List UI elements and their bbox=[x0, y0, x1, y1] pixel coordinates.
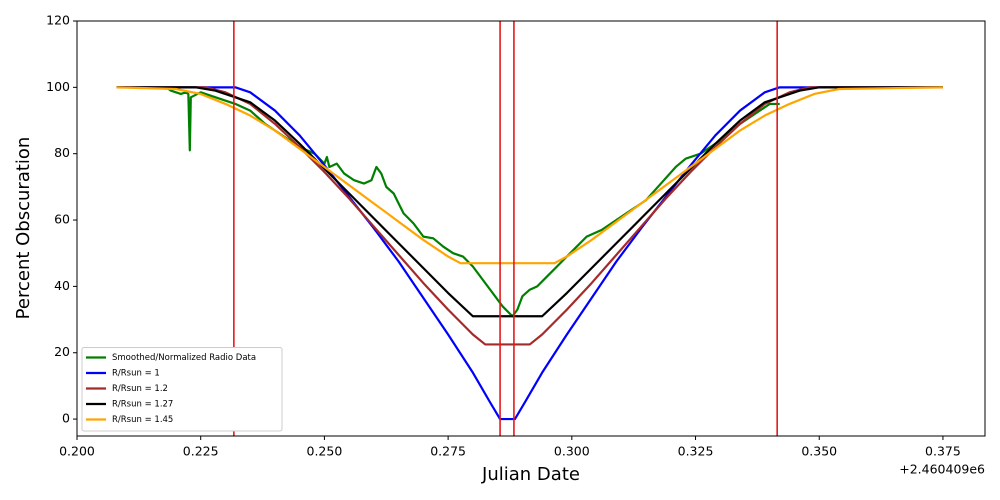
x-tick-label: 0.275 bbox=[430, 444, 466, 459]
legend-label: R/Rsun = 1.2 bbox=[112, 384, 168, 394]
plot-frame bbox=[76, 20, 986, 437]
x-tick-label: 0.375 bbox=[925, 444, 961, 459]
legend-box bbox=[81, 347, 283, 432]
series-line bbox=[116, 86, 943, 265]
x-tick-label: 0.300 bbox=[554, 444, 590, 459]
y-tick-label: 100 bbox=[46, 79, 70, 94]
series-line bbox=[116, 86, 943, 346]
x-axis-label: Julian Date bbox=[481, 464, 580, 485]
x-tick-label: 0.200 bbox=[59, 444, 95, 459]
legend-label: R/Rsun = 1.27 bbox=[112, 400, 173, 410]
x-tick-label: 0.225 bbox=[183, 444, 219, 459]
legend-label: R/Rsun = 1.45 bbox=[112, 415, 173, 425]
y-tick-label: 40 bbox=[54, 278, 70, 293]
series-line bbox=[116, 86, 943, 318]
series-line bbox=[165, 86, 780, 318]
y-tick-label: 80 bbox=[54, 145, 70, 160]
legend-label: R/Rsun = 1 bbox=[112, 369, 160, 379]
y-axis-label: Percent Obscuration bbox=[13, 137, 34, 320]
legend-label: Smoothed/Normalized Radio Data bbox=[112, 353, 256, 363]
y-tick-label: 120 bbox=[46, 13, 70, 28]
y-tick-label: 20 bbox=[54, 344, 70, 359]
x-tick-label: 0.325 bbox=[678, 444, 714, 459]
x-offset-label: +2.460409e6 bbox=[899, 462, 985, 477]
y-tick-label: 60 bbox=[54, 212, 70, 227]
series-line bbox=[116, 86, 943, 421]
x-tick-label: 0.250 bbox=[307, 444, 343, 459]
x-tick-label: 0.350 bbox=[801, 444, 837, 459]
y-tick-label: 0 bbox=[62, 411, 70, 426]
